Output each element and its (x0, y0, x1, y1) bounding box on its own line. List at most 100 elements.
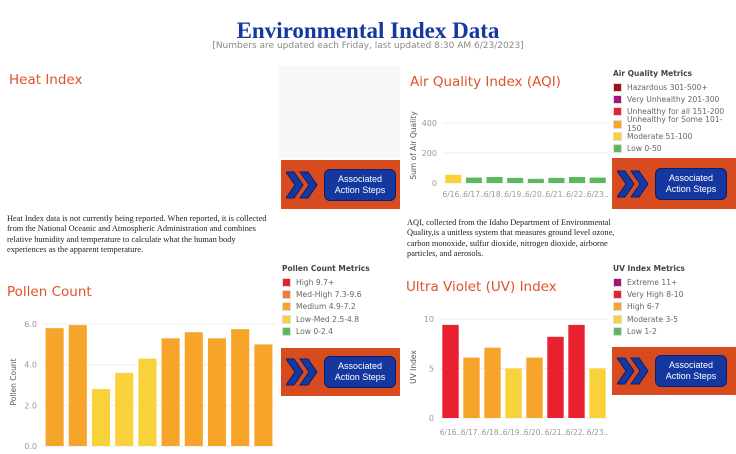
x-tick-label: 6/18.. (484, 190, 506, 199)
x-tick-label: 6/22.. (566, 190, 588, 199)
chevron-right-icon (286, 357, 320, 387)
legend-swatch (282, 302, 291, 312)
legend-item: Low 1-2 (613, 325, 685, 337)
bar[interactable] (445, 174, 462, 183)
page-title: Environmental Index Data (236, 18, 500, 43)
bar[interactable] (68, 325, 87, 446)
x-tick-label: 6/19.. (503, 428, 525, 437)
x-tick-label: 6/21.. (546, 190, 568, 199)
y-tick-label: 2.0 (24, 401, 37, 410)
heat-action-steps-button[interactable]: Associated Action Steps (281, 160, 400, 209)
chevron-right-icon (617, 169, 651, 199)
aqi-action-steps-button[interactable]: Associated Action Steps (612, 158, 736, 209)
x-tick-label: 6/18.. (482, 428, 504, 437)
legend-label: Moderate 3-5 (627, 314, 678, 324)
x-tick-label: 6/23.. (587, 190, 609, 199)
legend-item: Extreme 11+ (613, 276, 685, 288)
legend-label: Very High 8-10 (627, 289, 684, 299)
legend-item: Very High 8-10 (613, 288, 685, 300)
uv-bar-chart: 0 5 10 UV Index 6/16.. 6/17.. 6/18.. 6/19.. 6/20… (409, 315, 609, 437)
bar[interactable] (231, 329, 250, 446)
bar[interactable] (486, 177, 503, 183)
bar[interactable] (507, 177, 524, 183)
legend-item: Moderate 51-100 (613, 130, 736, 142)
y-axis-label: Sum of Air Quality (409, 111, 418, 180)
legend-swatch (613, 302, 622, 312)
bar[interactable] (547, 336, 564, 418)
legend-swatch (613, 277, 622, 287)
legend-label: Low 0-50 (627, 144, 662, 154)
legend-swatch (613, 326, 622, 336)
legend-label: Medium 4.9-7.2 (296, 302, 356, 312)
legend-swatch (613, 131, 622, 141)
bar[interactable] (484, 347, 501, 418)
y-tick-label: 0.0 (24, 442, 37, 451)
pollen-bar-chart: 0.0 2.0 4.0 6.0 Pollen Count (9, 320, 275, 451)
legend-title: Pollen Count Metrics (282, 264, 370, 273)
chevron-right-icon (286, 170, 320, 200)
bar[interactable] (442, 324, 459, 418)
legend-item: High 6-7 (613, 301, 685, 313)
x-tick-label: 6/21.. (545, 428, 567, 437)
bar[interactable] (589, 368, 606, 418)
action-steps-label: Associated Action Steps (324, 168, 396, 201)
legend-swatch (282, 289, 291, 299)
legend-label: High 6-7 (627, 302, 660, 312)
pollen-action-steps-button[interactable]: Associated Action Steps (281, 348, 400, 396)
bar[interactable] (91, 389, 111, 446)
bar[interactable] (568, 324, 585, 418)
x-tick-label: 6/22.. (566, 428, 588, 437)
bar[interactable] (463, 357, 480, 418)
legend-label: Low-Med 2.5-4.8 (296, 314, 360, 324)
y-tick-label: 4.0 (24, 361, 37, 370)
bar[interactable] (184, 332, 203, 446)
bar[interactable] (45, 328, 64, 446)
bar[interactable] (505, 368, 522, 418)
y-axis-label: UV Index (409, 350, 418, 384)
legend-swatch (613, 107, 622, 117)
legend-swatch (613, 94, 622, 104)
legend-swatch (282, 277, 291, 287)
legend-label: Extreme 11+ (627, 277, 678, 287)
action-label-line1: Associated (337, 361, 383, 371)
x-tick-label: 6/23.. (587, 428, 609, 437)
bar[interactable] (589, 177, 606, 183)
bar[interactable] (138, 358, 157, 446)
legend-item: Moderate 3-5 (613, 313, 685, 325)
legend-label: Low 1-2 (627, 326, 657, 336)
legend-label: Hazardous 301-500+ (627, 82, 708, 92)
bar[interactable] (254, 344, 273, 446)
y-tick-label: 6.0 (24, 320, 37, 329)
legend-item: Low 0-50 (613, 142, 736, 154)
aqi-description: AQI, collected from the Idaho Department… (407, 218, 615, 258)
bar[interactable] (161, 338, 180, 446)
x-tick-label: 6/17.. (463, 190, 485, 199)
bar[interactable] (526, 357, 543, 418)
legend-swatch (613, 289, 622, 299)
x-tick-label: 6/20.. (524, 428, 546, 437)
legend-item: Medium 4.9-7.2 (282, 301, 370, 313)
bar[interactable] (115, 372, 134, 446)
legend-item: Med-High 7.3-9.6 (282, 288, 370, 300)
bar[interactable] (527, 178, 544, 183)
legend-label: Unhealthy for all 151-200 (627, 107, 725, 117)
action-label-line1: Associated (337, 173, 383, 184)
uv-action-steps-button[interactable]: Associated Action Steps (612, 347, 736, 395)
bar[interactable] (207, 338, 227, 446)
y-tick-label: 200 (422, 149, 437, 158)
pollen-title: Pollen Count (7, 284, 92, 300)
x-tick-label: 6/17.. (461, 428, 483, 437)
uv-title: Ultra Violet (UV) Index (406, 279, 557, 295)
legend-item: Very Unhealthy 201-300 (613, 93, 736, 105)
bar[interactable] (569, 177, 586, 183)
bar[interactable] (548, 177, 565, 183)
heat-index-description: Heat Index data is not currently being r… (7, 214, 267, 254)
bar[interactable] (465, 177, 482, 183)
legend-label: High 9.7+ (296, 277, 335, 287)
legend-swatch (613, 314, 622, 324)
uv-legend: UV Index Metrics Extreme 11+ Very High 8-1… (613, 264, 685, 337)
action-label-line2: Action Steps (665, 183, 717, 194)
legend-swatch (613, 144, 622, 154)
aqi-legend: Air Quality Metrics Hazardous 301-500+ Ver… (613, 69, 736, 155)
action-steps-label: Associated Action Steps (655, 167, 727, 200)
